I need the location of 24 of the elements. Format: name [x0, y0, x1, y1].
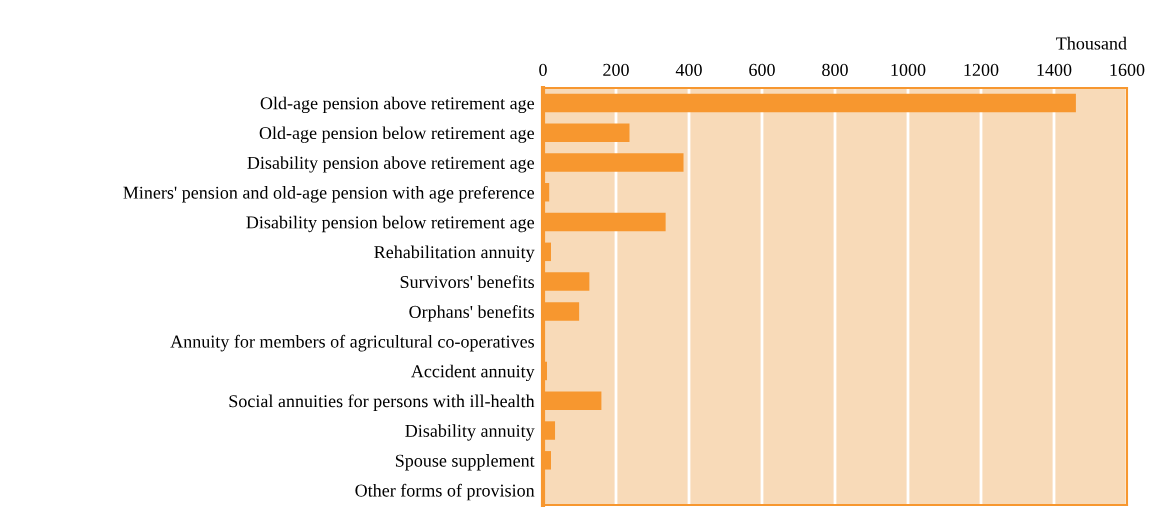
y-tick-label: Old-age pension below retirement age — [259, 126, 535, 143]
y-tick-label: Social annuities for persons with ill-health — [229, 394, 535, 411]
x-tick-label: 800 — [822, 63, 848, 76]
y-tick-label: Accident annuity — [411, 364, 535, 382]
x-tick-label: 0 — [539, 63, 547, 76]
x-tick-label: 1000 — [891, 63, 926, 76]
y-tick-label: Disability pension above retirement age — [247, 156, 535, 173]
y-tick-label: Orphans' benefits — [409, 305, 535, 322]
x-axis-title: Thousand — [1056, 36, 1127, 50]
x-tick-label: 200 — [603, 63, 629, 76]
x-tick-label: 400 — [675, 63, 702, 76]
y-tick-label: Annuity for members of agricultural co-operatives — [170, 334, 535, 352]
y-tick-label: Spouse supplement — [395, 454, 535, 471]
x-tick-label: 1400 — [1037, 63, 1072, 76]
y-tick-label: Other forms of provision — [355, 483, 535, 501]
y-tick-label: Miners' pension and old-age pension with age preference — [123, 185, 535, 203]
x-tick-label: 600 — [749, 63, 775, 76]
y-tick-label: Disability pension below retirement age — [246, 215, 535, 233]
y-tick-label: Survivors' benefits — [400, 275, 535, 289]
x-tick-label: 1200 — [964, 63, 999, 76]
y-tick-label: Disability annuity — [405, 424, 535, 441]
y-tick-label: Old-age pension above retirement age — [260, 96, 535, 114]
x-tick-label: 1600 — [1110, 63, 1145, 76]
y-tick-label: Rehabilitation annuity — [374, 245, 535, 262]
